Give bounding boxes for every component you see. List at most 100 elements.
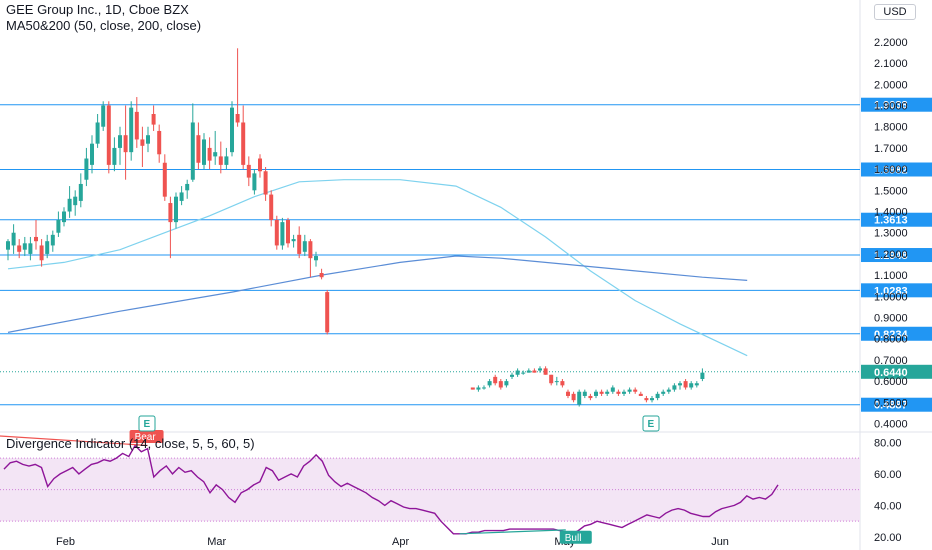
chart-header: GEE Group Inc., 1D, Cboe BZX MA50&200 (5… bbox=[6, 2, 201, 34]
oscillator-tick-label: 80.00 bbox=[874, 437, 902, 449]
oscillator-tick-label: 20.00 bbox=[874, 532, 902, 544]
indicator-legend[interactable]: MA50&200 (50, close, 200, close) bbox=[6, 18, 202, 33]
candle-body bbox=[235, 114, 240, 123]
oscillator-line-path bbox=[3, 444, 779, 535]
bear-tag bbox=[129, 430, 164, 443]
candle-body bbox=[582, 391, 587, 396]
candle-body bbox=[661, 391, 666, 394]
current-price-tag bbox=[861, 364, 932, 379]
candle-body bbox=[297, 234, 302, 254]
price-tick-label: 1.5000 bbox=[874, 185, 908, 197]
candle-body bbox=[140, 139, 145, 146]
price-tick-label: 0.9000 bbox=[874, 313, 908, 325]
candle-body bbox=[146, 135, 150, 144]
candle-body bbox=[230, 107, 234, 153]
candle-body bbox=[599, 391, 604, 394]
candle-body bbox=[202, 139, 206, 165]
candle-body bbox=[566, 391, 570, 396]
candle-body bbox=[521, 372, 526, 374]
price-tick-label: 1.0000 bbox=[874, 291, 908, 303]
candle-body bbox=[224, 156, 229, 165]
candle-body bbox=[213, 152, 218, 157]
currency-button[interactable]: USD bbox=[874, 4, 916, 20]
candle-body bbox=[56, 220, 61, 233]
earnings-marker bbox=[642, 415, 660, 432]
level-price-tag bbox=[861, 248, 932, 263]
candle-body bbox=[689, 383, 694, 388]
level-price-label: 1.5982 bbox=[874, 165, 908, 177]
candle-body bbox=[487, 381, 492, 386]
candle-body bbox=[45, 241, 50, 254]
level-price-tag bbox=[861, 212, 932, 227]
price-tick-label: 1.7000 bbox=[874, 143, 908, 155]
candle-body bbox=[207, 147, 212, 161]
candle-body bbox=[560, 381, 565, 386]
candle-body bbox=[252, 173, 257, 191]
moving-averages bbox=[7, 179, 748, 357]
candle-body bbox=[666, 389, 671, 392]
candle-body bbox=[325, 292, 330, 333]
candle-body bbox=[11, 232, 16, 246]
candle-body bbox=[510, 374, 514, 377]
candle-body bbox=[39, 245, 44, 261]
month-tick-label: Apr bbox=[392, 536, 409, 548]
level-price-tag bbox=[861, 283, 932, 298]
ma200-line bbox=[7, 255, 748, 333]
candle-body bbox=[308, 241, 313, 259]
candle-body bbox=[504, 381, 509, 386]
candle-body bbox=[84, 158, 89, 180]
earnings-marker-label: E bbox=[144, 419, 151, 430]
candle-body bbox=[633, 389, 638, 392]
level-price-label: 0.8234 bbox=[874, 329, 909, 341]
oscillator-line bbox=[0, 435, 779, 535]
price-tick-label: 0.4000 bbox=[874, 419, 908, 431]
price-tick-label: 1.1000 bbox=[874, 270, 908, 282]
candle-body bbox=[314, 256, 318, 261]
oscillator-legend[interactable]: Divergence Indicator (14, close, 5, 5, 6… bbox=[6, 436, 255, 451]
candle-body bbox=[258, 158, 262, 172]
price-tick-label: 0.8000 bbox=[874, 334, 908, 346]
candle-body bbox=[263, 171, 268, 195]
candle-body bbox=[28, 243, 33, 254]
month-tick-label: Jun bbox=[711, 536, 729, 548]
markers: Bear Bull E E bbox=[129, 415, 660, 544]
candle-body bbox=[291, 239, 296, 242]
candle-body bbox=[532, 370, 537, 373]
candle-body bbox=[246, 164, 251, 178]
candle-body bbox=[241, 122, 246, 165]
level-price-label: 0.4887 bbox=[874, 400, 908, 412]
candle-body bbox=[218, 156, 223, 165]
candle-body bbox=[594, 391, 598, 396]
price-tick-label: 1.6000 bbox=[874, 164, 908, 176]
candle-body bbox=[174, 196, 178, 223]
candles bbox=[6, 48, 705, 407]
candle-body bbox=[73, 196, 78, 206]
candle-body bbox=[672, 385, 677, 390]
earnings-marker-label: E bbox=[648, 419, 655, 430]
candle-body bbox=[526, 370, 531, 373]
candle-body bbox=[34, 236, 38, 242]
current-price-label: 0.6440 bbox=[874, 367, 908, 379]
candle-body bbox=[190, 122, 195, 180]
candle-body bbox=[196, 135, 201, 163]
price-tick-label: 1.3000 bbox=[874, 228, 908, 240]
month-tick-label: Mar bbox=[207, 536, 226, 548]
symbol-title[interactable]: GEE Group Inc., 1D, Cboe BZX bbox=[6, 2, 189, 17]
candle-body bbox=[683, 381, 688, 388]
candle-body bbox=[678, 383, 682, 386]
candle-body bbox=[610, 387, 615, 392]
bear-label: Bear bbox=[135, 432, 157, 443]
candle-body bbox=[67, 198, 72, 212]
candle-body bbox=[638, 393, 643, 396]
bull-tag bbox=[559, 530, 592, 544]
candle-body bbox=[482, 387, 486, 389]
candle-body bbox=[588, 395, 593, 399]
bull-divergence-line bbox=[459, 529, 566, 535]
candle-body bbox=[571, 393, 576, 401]
price-tick-label: 2.0000 bbox=[874, 79, 908, 91]
level-price-tag bbox=[861, 162, 932, 177]
candle-body bbox=[655, 393, 660, 399]
candle-body bbox=[650, 398, 654, 401]
price-tick-label: 0.6000 bbox=[874, 376, 908, 388]
